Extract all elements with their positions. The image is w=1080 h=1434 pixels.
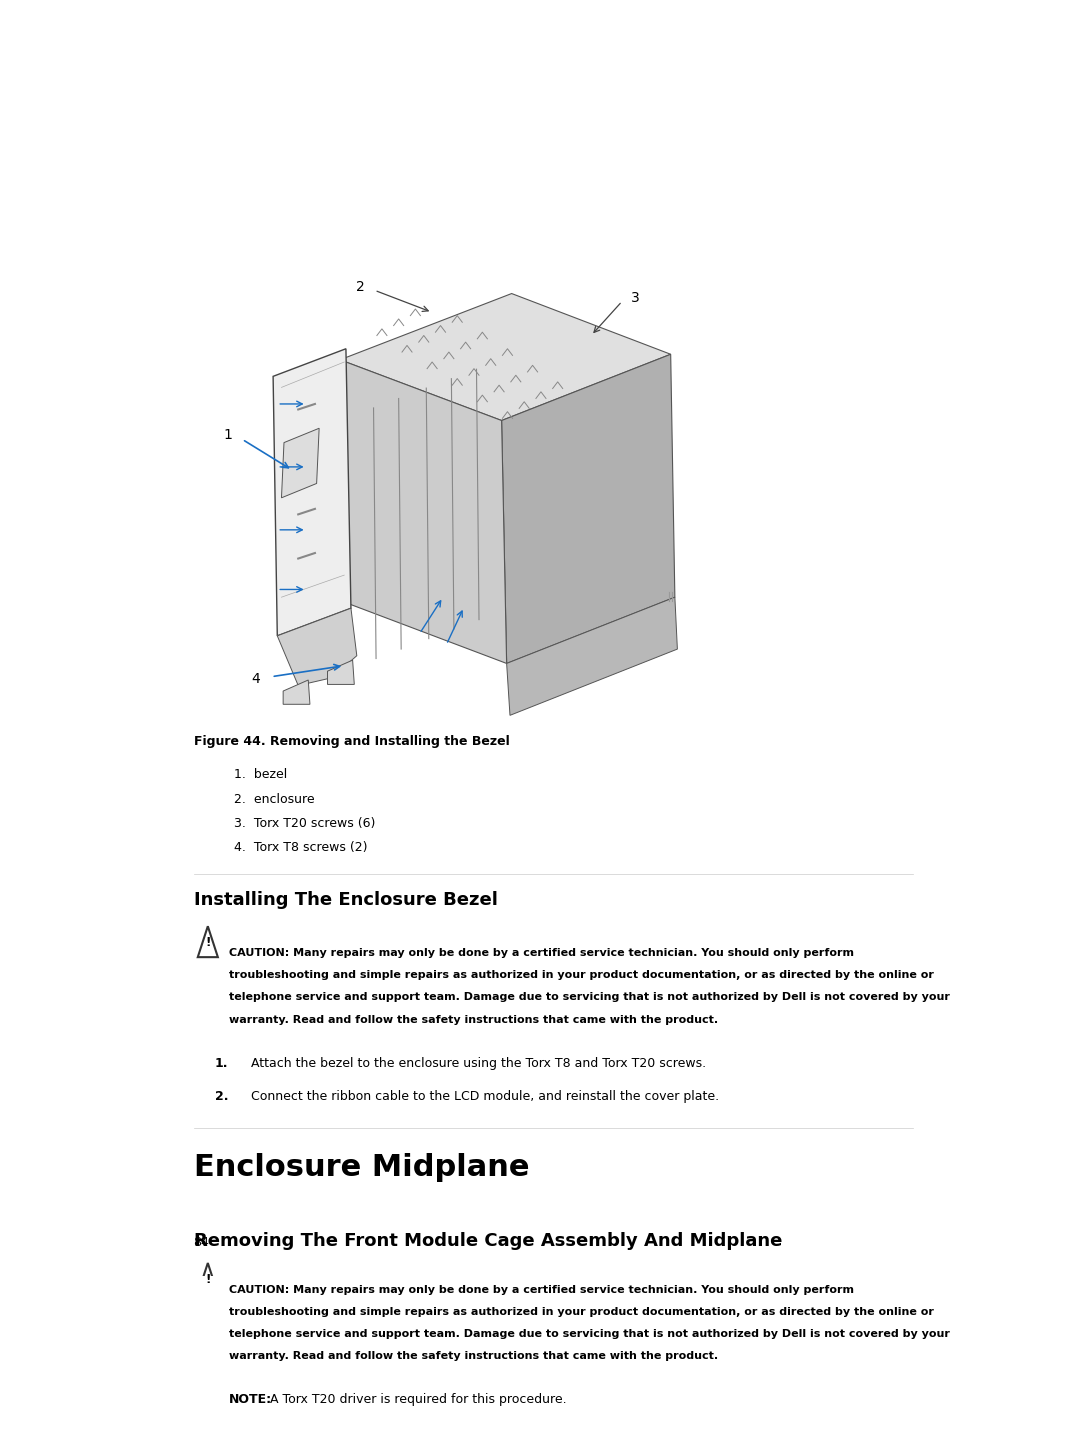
Text: troubleshooting and simple repairs as authorized in your product documentation, : troubleshooting and simple repairs as au… <box>229 1308 933 1318</box>
Text: troubleshooting and simple repairs as authorized in your product documentation, : troubleshooting and simple repairs as au… <box>229 971 933 981</box>
Text: 3.  Torx T20 screws (6): 3. Torx T20 screws (6) <box>233 817 375 830</box>
Text: NOTE:: NOTE: <box>229 1394 272 1407</box>
Polygon shape <box>501 354 675 664</box>
Text: 2: 2 <box>355 280 364 294</box>
Polygon shape <box>340 294 671 420</box>
Text: telephone service and support team. Damage due to servicing that is not authoriz: telephone service and support team. Dama… <box>229 1329 949 1339</box>
Text: 1.: 1. <box>215 1057 228 1070</box>
Text: 4: 4 <box>252 673 260 685</box>
Text: Figure 44. Removing and Installing the Bezel: Figure 44. Removing and Installing the B… <box>193 736 510 749</box>
FancyBboxPatch shape <box>197 1397 221 1430</box>
Polygon shape <box>273 348 351 635</box>
Text: 3: 3 <box>632 291 640 305</box>
Text: !: ! <box>205 936 211 949</box>
Text: 4.  Torx T8 screws (2): 4. Torx T8 screws (2) <box>233 842 367 855</box>
Text: warranty. Read and follow the safety instructions that came with the product.: warranty. Read and follow the safety ins… <box>229 1351 718 1361</box>
Polygon shape <box>283 680 310 704</box>
Text: 2.  enclosure: 2. enclosure <box>233 793 314 806</box>
Text: Installing The Enclosure Bezel: Installing The Enclosure Bezel <box>193 891 498 909</box>
Text: telephone service and support team. Damage due to servicing that is not authoriz: telephone service and support team. Dama… <box>229 992 949 1002</box>
Text: !: ! <box>205 1273 211 1286</box>
Polygon shape <box>327 660 354 684</box>
Polygon shape <box>507 597 677 716</box>
Text: 2.: 2. <box>215 1090 228 1103</box>
Text: ✎: ✎ <box>202 1402 216 1421</box>
Text: warranty. Read and follow the safety instructions that came with the product.: warranty. Read and follow the safety ins… <box>229 1015 718 1024</box>
Text: CAUTION: Many repairs may only be done by a certified service technician. You sh: CAUTION: Many repairs may only be done b… <box>229 1285 854 1295</box>
Text: Attach the bezel to the enclosure using the Torx T8 and Torx T20 screws.: Attach the bezel to the enclosure using … <box>251 1057 705 1070</box>
Text: A Torx T20 driver is required for this procedure.: A Torx T20 driver is required for this p… <box>266 1394 566 1407</box>
Text: CAUTION: Many repairs may only be done by a certified service technician. You sh: CAUTION: Many repairs may only be done b… <box>229 948 854 958</box>
Text: 1.  bezel: 1. bezel <box>233 769 287 782</box>
Text: Connect the ribbon cable to the LCD module, and reinstall the cover plate.: Connect the ribbon cable to the LCD modu… <box>251 1090 718 1103</box>
Text: 1: 1 <box>224 427 232 442</box>
Polygon shape <box>282 429 320 498</box>
Polygon shape <box>340 360 507 664</box>
Polygon shape <box>278 608 356 685</box>
Text: 84: 84 <box>193 1236 210 1249</box>
Text: Removing The Front Module Cage Assembly And Midplane: Removing The Front Module Cage Assembly … <box>193 1232 782 1250</box>
Text: Enclosure Midplane: Enclosure Midplane <box>193 1153 529 1182</box>
